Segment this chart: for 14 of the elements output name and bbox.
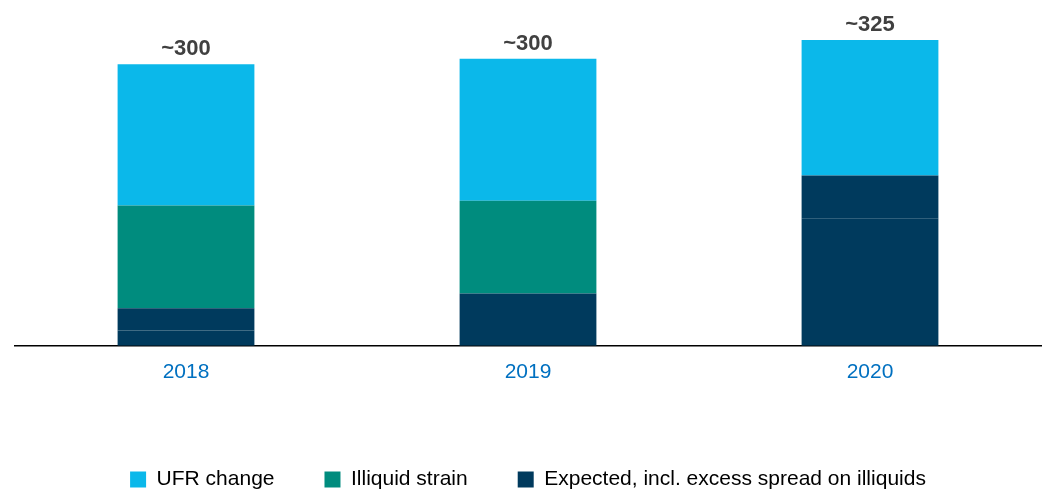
legend-label: Illiquid strain [350, 466, 468, 490]
bar [459, 200, 597, 294]
x-tick-label: 2019 [504, 359, 552, 383]
bar [117, 64, 255, 206]
annotation: ~300 [503, 29, 553, 55]
bar [117, 205, 255, 309]
legend-label: UFR change [156, 466, 275, 490]
legend-label: Expected, incl. excess spread on illiquids [544, 466, 926, 490]
bar [801, 40, 939, 176]
x-tick-label: 2018 [162, 359, 210, 383]
x-tick-label: 2020 [846, 359, 894, 383]
bar [459, 58, 597, 201]
annotation: ~300 [161, 35, 211, 61]
annotation: ~325 [845, 11, 895, 37]
